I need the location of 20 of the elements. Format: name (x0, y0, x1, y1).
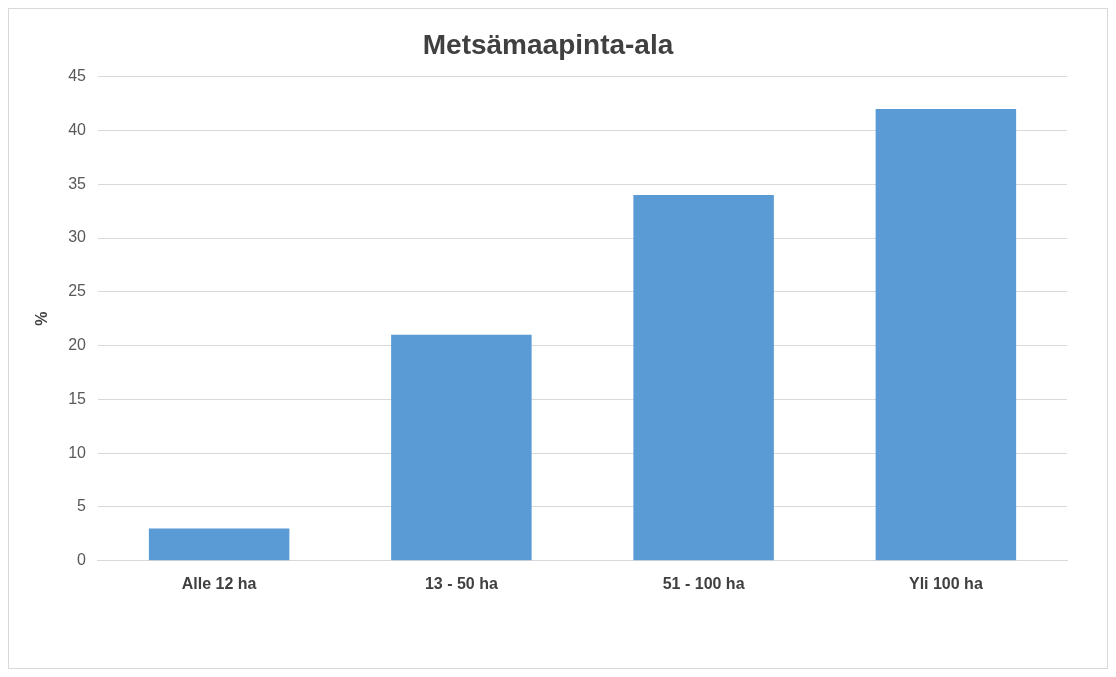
y-tick-label: 10 (68, 443, 87, 461)
y-tick-label: 0 (77, 551, 87, 569)
chart-title: Metsämaapinta-ala (422, 28, 674, 60)
y-tick-label: 45 (68, 67, 87, 85)
y-tick-label: 20 (68, 336, 87, 354)
y-tick-label: 5 (77, 497, 87, 515)
y-tick-label: 30 (68, 228, 87, 246)
x-tick-label: Yli 100 ha (908, 574, 983, 592)
bar (633, 194, 774, 561)
y-tick-label: 15 (68, 389, 87, 407)
x-tick-label: 51 - 100 ha (662, 574, 745, 592)
y-tick-label: 40 (68, 120, 87, 138)
bar (875, 108, 1017, 561)
x-tick-label: Alle 12 ha (181, 574, 257, 592)
y-tick-label: 35 (68, 174, 87, 192)
y-axis-title: % (33, 311, 51, 326)
bar (391, 334, 532, 561)
bar (148, 528, 290, 561)
y-tick-label: 25 (68, 282, 87, 300)
x-tick-label: 13 - 50 ha (424, 574, 498, 592)
